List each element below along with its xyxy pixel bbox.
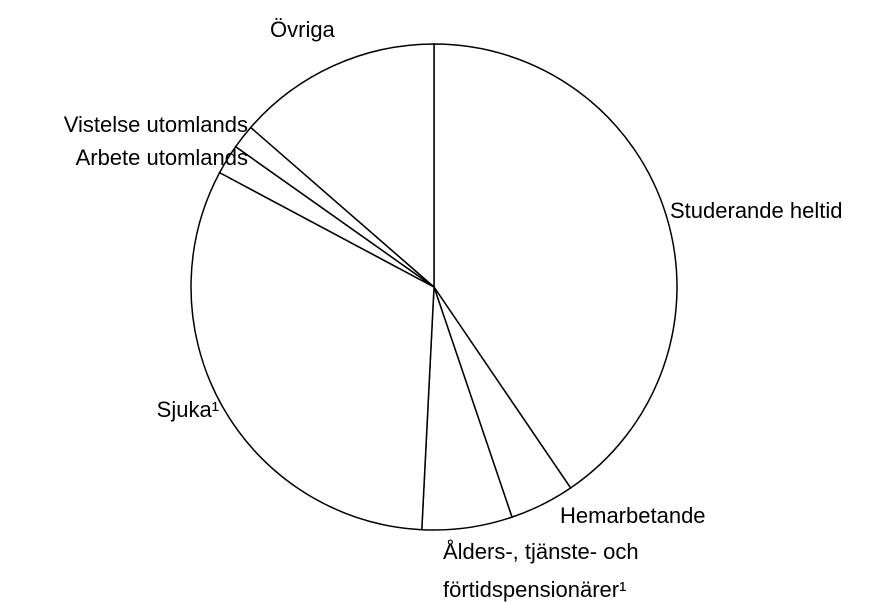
pie-slice <box>190 171 435 531</box>
pie-slice <box>433 43 678 490</box>
slice-label: Hemarbetande <box>560 503 706 528</box>
slice-label: Ålders-, tjänste- och förtidspensionärer… <box>443 539 639 602</box>
slice-label: Övriga <box>270 17 335 42</box>
slice-label: Studerande heltid <box>670 198 843 223</box>
pie-slice <box>249 43 435 289</box>
slice-label: Vistelse utomlands <box>63 112 248 137</box>
slice-label: Sjuka¹ <box>156 397 219 422</box>
slice-label: Arbete utomlands <box>75 145 248 170</box>
